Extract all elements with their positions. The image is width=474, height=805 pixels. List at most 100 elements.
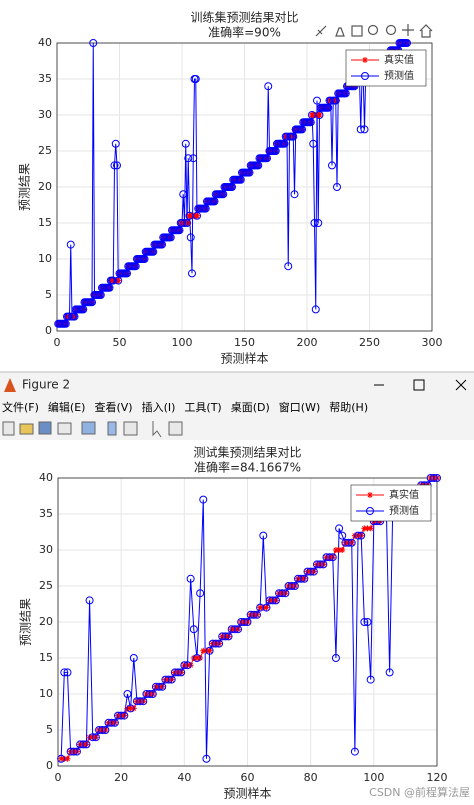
save-icon[interactable] <box>38 421 52 435</box>
link-icon[interactable] <box>81 421 96 435</box>
menu-item[interactable]: 插入(I) <box>142 400 176 414</box>
new-icon[interactable] <box>2 421 15 436</box>
legend-box <box>345 49 427 87</box>
point-marker <box>113 161 121 170</box>
menu-item[interactable]: 查看(V) <box>94 400 132 414</box>
point-marker <box>218 632 227 641</box>
point-marker <box>316 112 323 118</box>
point-marker <box>314 219 323 227</box>
point-marker <box>145 690 154 698</box>
point-marker <box>82 740 91 749</box>
edit-icon[interactable] <box>152 421 162 438</box>
point-marker <box>206 647 213 654</box>
point-marker <box>167 675 176 684</box>
print-icon[interactable] <box>57 422 72 435</box>
menu-item[interactable]: 工具(T) <box>184 401 221 414</box>
chart-title: 测试集预测结果对比 <box>193 445 301 460</box>
zoom-in-icon[interactable] <box>367 24 379 36</box>
point-marker <box>356 125 365 134</box>
point-marker <box>183 661 192 670</box>
point-marker <box>265 596 274 605</box>
point-marker <box>129 654 138 662</box>
legend-label: 真实值 <box>384 53 414 66</box>
menu-item[interactable]: 编辑(E) <box>48 400 86 414</box>
open-icon[interactable] <box>19 423 34 435</box>
point-marker <box>309 139 318 148</box>
point-marker <box>164 675 173 684</box>
point-marker <box>177 668 186 677</box>
point-marker <box>136 697 145 706</box>
point-marker <box>326 96 335 105</box>
point-marker <box>300 574 309 583</box>
close-button[interactable] <box>455 379 467 391</box>
menu-item[interactable]: 窗口(W) <box>279 400 320 414</box>
point-marker <box>178 219 186 227</box>
point-marker <box>186 574 195 583</box>
point-marker <box>115 277 122 284</box>
y-tick-label: 25 <box>39 579 53 592</box>
brush-icon[interactable] <box>315 25 327 37</box>
maximize-button[interactable] <box>413 379 425 391</box>
point-marker <box>101 726 110 734</box>
menu-item[interactable]: 帮助(H) <box>329 400 368 414</box>
x-axis-label: 预测样本 <box>223 786 271 801</box>
point-marker <box>290 582 299 590</box>
legend-label: 真实值 <box>389 488 419 501</box>
point-marker <box>297 574 306 583</box>
point-marker <box>344 538 353 547</box>
point-marker <box>303 567 312 576</box>
point-marker <box>184 154 193 163</box>
point-marker <box>111 139 120 148</box>
y-tick-label: 0 <box>45 324 52 337</box>
y-tick-label: 40 <box>38 36 52 49</box>
point-marker <box>142 690 151 698</box>
point-marker <box>311 305 320 314</box>
menu-item[interactable]: 桌面(D) <box>231 401 270 414</box>
point-marker <box>310 219 319 227</box>
home-icon[interactable] <box>419 24 433 38</box>
point-marker <box>333 183 341 191</box>
y-tick-label: 40 <box>39 471 53 484</box>
legend-icon[interactable] <box>351 25 363 37</box>
point-marker <box>287 582 296 590</box>
point-marker <box>186 233 195 242</box>
point-marker <box>361 525 368 532</box>
point-marker <box>341 538 350 547</box>
point-marker <box>347 538 356 547</box>
pan-icon[interactable] <box>402 24 414 36</box>
axes-box <box>57 477 438 767</box>
menu-item[interactable]: 文件(F) <box>2 400 39 414</box>
point-marker <box>211 639 220 648</box>
point-marker <box>237 618 246 626</box>
x-tick-label: 250 <box>359 336 380 349</box>
point-marker <box>148 690 157 698</box>
point-marker <box>366 675 375 684</box>
chart-title: 训练集预测结果对比 <box>190 10 298 25</box>
legend-box <box>350 484 432 522</box>
point-marker <box>385 668 394 677</box>
zoom-out-icon[interactable] <box>385 24 397 36</box>
point-marker <box>95 726 104 734</box>
y-tick-label: 15 <box>39 651 53 664</box>
x-tick-label: 300 <box>422 336 443 349</box>
legend-marker <box>366 507 374 515</box>
point-marker <box>263 154 271 163</box>
point-marker <box>76 740 85 749</box>
point-marker <box>181 139 190 148</box>
point-marker <box>360 125 369 134</box>
y-tick-label: 20 <box>39 615 53 628</box>
point-marker <box>66 747 75 756</box>
point-marker <box>189 154 198 163</box>
axes-toolbar[interactable] <box>315 24 433 38</box>
figure-toolbar[interactable] <box>2 421 183 438</box>
point-marker <box>191 75 200 83</box>
y-tick-label: 20 <box>38 180 52 193</box>
point-marker <box>170 668 179 677</box>
y-tick-label: 0 <box>46 759 53 772</box>
data-tip-icon[interactable] <box>335 27 345 37</box>
point-marker <box>331 654 340 662</box>
point-marker <box>127 705 134 712</box>
legend-icon[interactable] <box>123 421 138 436</box>
property-icon[interactable] <box>168 421 183 436</box>
colorbar-icon[interactable] <box>107 421 117 436</box>
